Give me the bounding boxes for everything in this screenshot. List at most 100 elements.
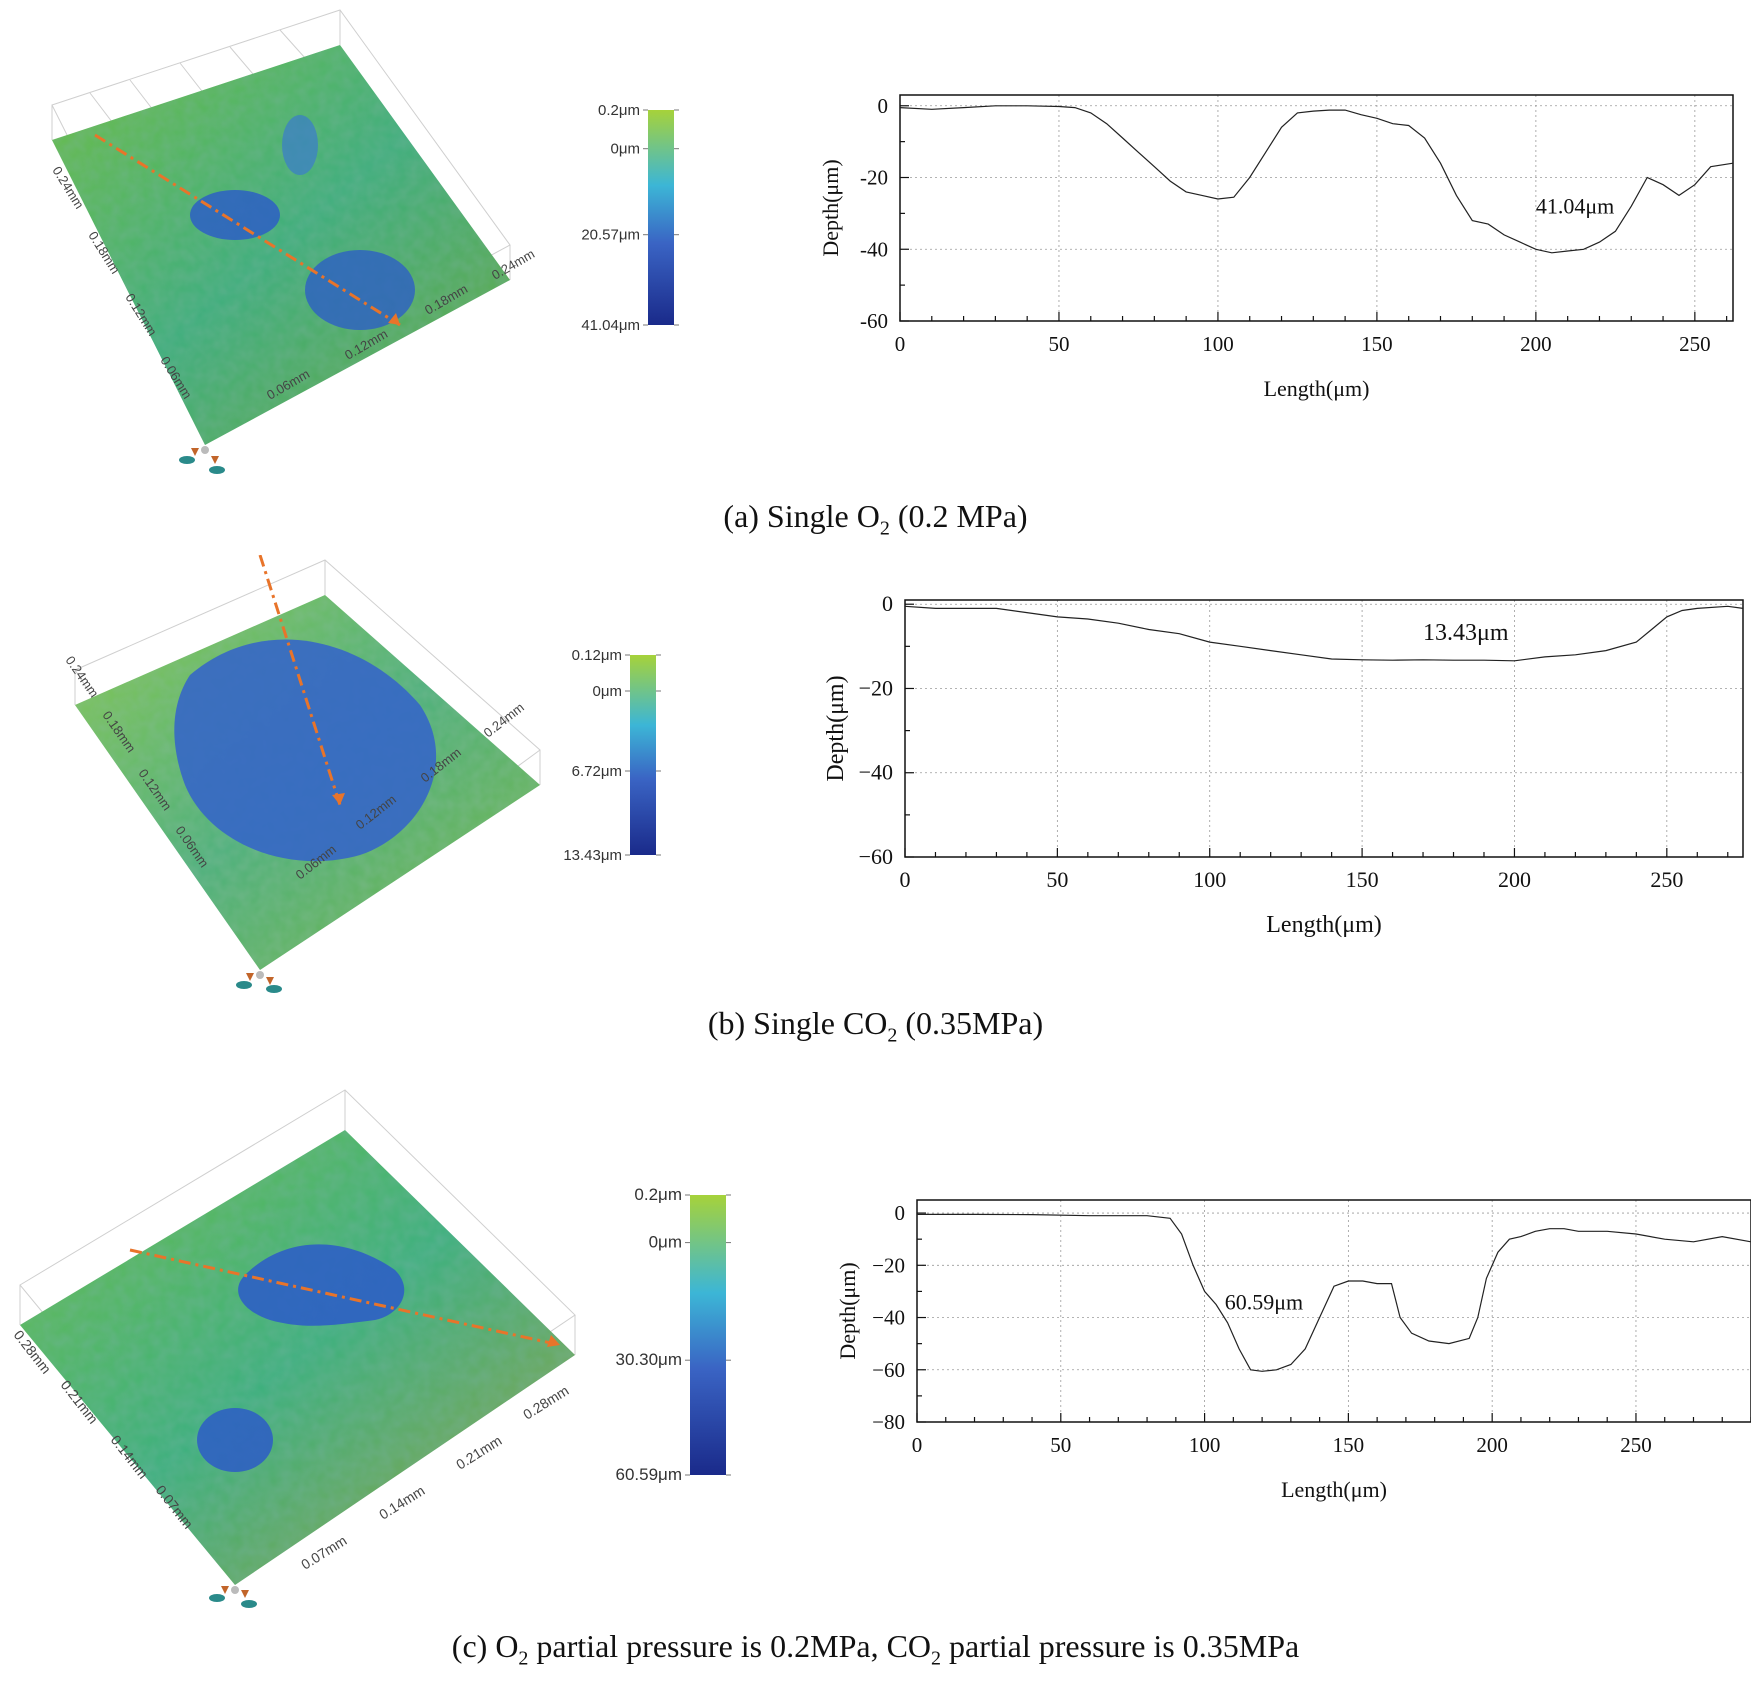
- profile-marker-arrow-b: [332, 793, 345, 805]
- depth-annotation: 60.59μm: [1225, 1290, 1303, 1315]
- x-tick-label: 250: [1620, 1433, 1652, 1457]
- x-tick-label: 50: [1048, 332, 1069, 356]
- depth-annotation: 13.43μm: [1423, 620, 1509, 646]
- surface-3d-c: 0.28mm 0.21mm 0.14mm 0.07mm 0.07mm 0.14m…: [11, 1089, 576, 1608]
- surface-bottom-tick-b-3: 0.24mm: [481, 700, 527, 741]
- x-tick-label: 0: [900, 867, 911, 892]
- x-tick-label: 200: [1520, 332, 1552, 356]
- pit-c2: [197, 1408, 273, 1472]
- x-tick-label: 150: [1333, 1433, 1365, 1457]
- axis-gizmo-b: [236, 971, 282, 993]
- colorbar-c[interactable]: 0.2μm 0μm 30.30μm 60.59μm: [575, 1180, 745, 1490]
- surface-bottom-tick-c-0: 0.07mm: [298, 1532, 349, 1572]
- pit-a2: [305, 250, 415, 330]
- colorbar-label: 20.57μm: [581, 227, 640, 244]
- y-tick-label: -40: [860, 237, 888, 261]
- profile-marker-arrow-a: [388, 313, 400, 325]
- colorbar-gradient: [630, 655, 656, 855]
- surface-3d-b: 0.24mm 0.18mm 0.12mm 0.06mm 0.06mm 0.12m…: [63, 555, 541, 993]
- colorbar-label: 0.12μm: [572, 647, 622, 664]
- colorbar-label: 0μm: [593, 683, 622, 700]
- plot-frame: [899, 94, 1734, 322]
- surface-bottom-tick-c-2: 0.21mm: [453, 1432, 504, 1472]
- x-tick-label: 250: [1679, 332, 1711, 356]
- x-axis-label: Length(μm): [1264, 376, 1370, 401]
- axis-gizmo-c: [209, 1586, 257, 1608]
- caption-c-suffix: partial pressure is 0.2MPa, CO: [528, 1628, 932, 1664]
- caption-b-suffix: (0.35MPa): [897, 1005, 1044, 1041]
- y-tick-label: −20: [859, 675, 893, 700]
- y-tick-label: -20: [860, 166, 888, 190]
- pit-a1: [190, 190, 280, 240]
- surface-texture-a: [52, 45, 510, 445]
- x-tick-label: 200: [1476, 1433, 1508, 1457]
- profile-marker-arrow-c: [547, 1335, 560, 1347]
- y-tick-label: −60: [859, 844, 893, 869]
- y-tick-label: −40: [859, 760, 893, 785]
- colorbar-label: 60.59μm: [616, 1465, 683, 1484]
- x-tick-label: 250: [1650, 867, 1683, 892]
- y-axis-label: Depth(μm): [823, 675, 849, 781]
- pit-a3: [282, 115, 318, 175]
- profile-marker-line-a: [94, 133, 401, 327]
- y-tick-label: −80: [872, 1410, 905, 1434]
- colorbar-gradient: [648, 110, 674, 325]
- surface-bottom-tick-c-3: 0.28mm: [520, 1382, 571, 1422]
- x-tick-label: 50: [1046, 867, 1068, 892]
- caption-a: (a) Single O2 (0.2 MPa): [0, 498, 1751, 540]
- pit-c1: [238, 1244, 405, 1326]
- series-line-profile: [904, 605, 1744, 662]
- x-tick-label: 0: [895, 332, 906, 356]
- profile-marker-line-b: [258, 555, 342, 806]
- caption-b: (b) Single CO2 (0.35MPa): [0, 1005, 1751, 1047]
- axis-gizmo-a: [179, 446, 225, 474]
- caption-b-prefix: (b) Single CO: [707, 1005, 888, 1041]
- colorbar-gradient: [690, 1195, 726, 1475]
- profile-chart-a[interactable]: 0 50 100 150 200 250 0 -20 -40 -60 Length(μm) Depth…: [800, 90, 1740, 435]
- x-tick-label: 100: [1193, 867, 1226, 892]
- x-tick-label: 50: [1050, 1433, 1071, 1457]
- x-tick-label: 150: [1361, 332, 1393, 356]
- colorbar-label: 30.30μm: [616, 1350, 683, 1369]
- colorbar-label: 41.04μm: [581, 317, 640, 334]
- y-tick-label: -60: [860, 309, 888, 333]
- y-tick-label: −60: [872, 1358, 905, 1382]
- profile-chart-c[interactable]: 0 50 100 150 200 250 0 −20 −40 −60 −80 Length(μm) De…: [800, 1195, 1751, 1535]
- caption-c: (c) O2 partial pressure is 0.2MPa, CO2 p…: [0, 1628, 1751, 1670]
- x-tick-label: 100: [1189, 1433, 1221, 1457]
- caption-a-prefix: (a) Single O: [723, 498, 880, 534]
- x-axis-label: Length(μm): [1266, 912, 1382, 938]
- y-tick-label: 0: [878, 94, 889, 118]
- caption-c-prefix: (c) O: [451, 1628, 519, 1664]
- profile-chart-b[interactable]: 0 50 100 150 200 250 0 −20 −40 −60 Length(μm) Depth…: [790, 595, 1751, 970]
- surface-3d-a: 0.24mm 0.18mm 0.12mm 0.06mm 0.06mm 0.12m…: [49, 9, 537, 474]
- colorbar-b[interactable]: 0.12μm 0μm 6.72μm 13.43μm: [530, 645, 700, 870]
- caption-c-sub: 2: [518, 1647, 529, 1670]
- y-tick-label: −20: [872, 1253, 905, 1277]
- x-axis-label: Length(μm): [1281, 1477, 1387, 1502]
- series-line-profile: [917, 1213, 1751, 1372]
- caption-b-sub: 2: [887, 1024, 898, 1047]
- plot-frame: [916, 1199, 1751, 1423]
- surface-texture-c: [20, 1130, 575, 1585]
- colorbar-label: 0μm: [649, 1233, 682, 1252]
- caption-a-suffix: (0.2 MPa): [889, 498, 1028, 534]
- pit-b1: [174, 639, 437, 862]
- depth-annotation: 41.04μm: [1536, 193, 1614, 218]
- y-tick-label: −40: [872, 1306, 905, 1330]
- x-tick-label: 150: [1346, 867, 1379, 892]
- x-tick-label: 200: [1498, 867, 1531, 892]
- colorbar-label: 6.72μm: [572, 763, 622, 780]
- y-axis-label: Depth(μm): [835, 1262, 860, 1359]
- caption-c-suffix2: partial pressure is 0.35MPa: [941, 1628, 1300, 1664]
- series-line-profile: [899, 105, 1734, 254]
- plot-frame: [904, 599, 1744, 858]
- x-tick-label: 0: [912, 1433, 923, 1457]
- colorbar-a[interactable]: 0.2μm 0μm 20.57μm 41.04μm: [530, 100, 700, 340]
- colorbar-label: 13.43μm: [563, 847, 622, 864]
- y-tick-label: 0: [882, 595, 893, 616]
- colorbar-label: 0.2μm: [634, 1185, 682, 1204]
- y-tick-label: 0: [895, 1201, 906, 1225]
- y-axis-label: Depth(μm): [818, 159, 843, 256]
